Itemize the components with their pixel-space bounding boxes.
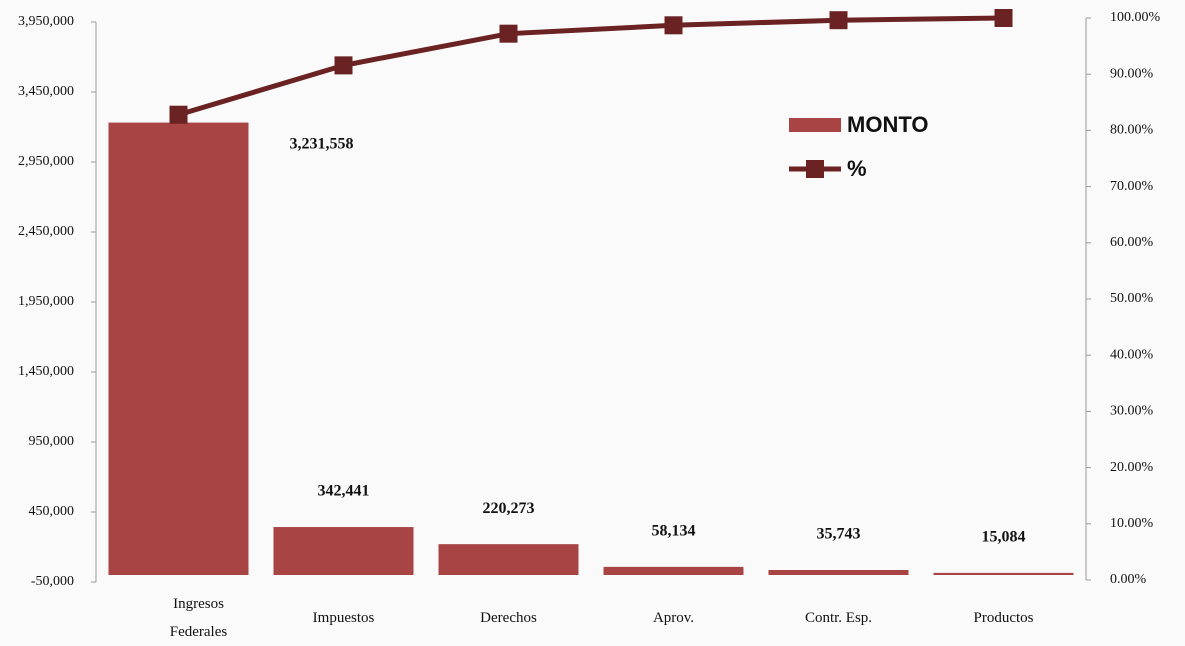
y2-tick-label: 80.00% bbox=[1110, 123, 1154, 138]
y2-tick-label: 100.00% bbox=[1110, 10, 1161, 25]
y-tick-label: 450,000 bbox=[29, 504, 75, 519]
y-tick-label: 1,950,000 bbox=[18, 294, 74, 309]
data-label: 342,441 bbox=[318, 483, 370, 500]
x-tick-label: Ingresos Federales bbox=[169, 596, 228, 640]
y-tick-label: -50,000 bbox=[31, 574, 74, 589]
line-marker bbox=[499, 24, 518, 43]
bar bbox=[933, 572, 1074, 575]
y2-tick-label: 20.00% bbox=[1110, 460, 1154, 475]
data-label: 15,084 bbox=[982, 529, 1026, 546]
bar bbox=[108, 122, 249, 575]
bar bbox=[603, 566, 744, 575]
y-tick-label: 3,450,000 bbox=[18, 84, 74, 99]
line bbox=[177, 15, 1004, 118]
data-label: 35,743 bbox=[817, 526, 861, 543]
data-label: 58,134 bbox=[652, 523, 696, 540]
y2-tick-label: 90.00% bbox=[1110, 66, 1154, 81]
line-marker bbox=[994, 9, 1013, 27]
legend-swatch bbox=[789, 118, 841, 132]
x-tick-label: Aprov. bbox=[652, 610, 695, 626]
bar bbox=[438, 544, 579, 575]
data-label: 220,273 bbox=[483, 500, 535, 517]
x-tick-label: Derechos bbox=[480, 610, 537, 626]
bar bbox=[768, 569, 909, 575]
line-marker bbox=[664, 16, 683, 35]
data-label: 3,231,558 bbox=[290, 135, 354, 152]
legend-label: % bbox=[847, 156, 867, 181]
line-marker bbox=[829, 11, 848, 30]
line-marker bbox=[169, 105, 188, 124]
y2-tick-label: 70.00% bbox=[1110, 179, 1154, 194]
x-tick-label: Contr. Esp. bbox=[804, 610, 873, 626]
y2-tick-label: 0.00% bbox=[1110, 572, 1147, 587]
y-tick-label: 2,950,000 bbox=[18, 154, 74, 169]
y2-tick-label: 40.00% bbox=[1110, 347, 1154, 362]
y-tick-label: 1,450,000 bbox=[18, 364, 74, 379]
x-tick-label: Impuestos bbox=[312, 610, 375, 626]
y-tick-label: 3,950,000 bbox=[18, 14, 74, 29]
y-tick-label: 2,450,000 bbox=[18, 224, 74, 239]
y-tick-label: 950,000 bbox=[29, 434, 75, 449]
y2-tick-label: 60.00% bbox=[1110, 235, 1154, 250]
x-tick-label: Productos bbox=[973, 610, 1034, 626]
y2-tick-label: 10.00% bbox=[1110, 516, 1154, 531]
legend-label: MONTO bbox=[847, 112, 928, 137]
y2-tick-label: 30.00% bbox=[1110, 404, 1154, 419]
bar bbox=[273, 527, 414, 575]
legend-marker bbox=[806, 160, 824, 178]
line-marker bbox=[334, 56, 353, 75]
y2-tick-label: 50.00% bbox=[1110, 291, 1154, 306]
